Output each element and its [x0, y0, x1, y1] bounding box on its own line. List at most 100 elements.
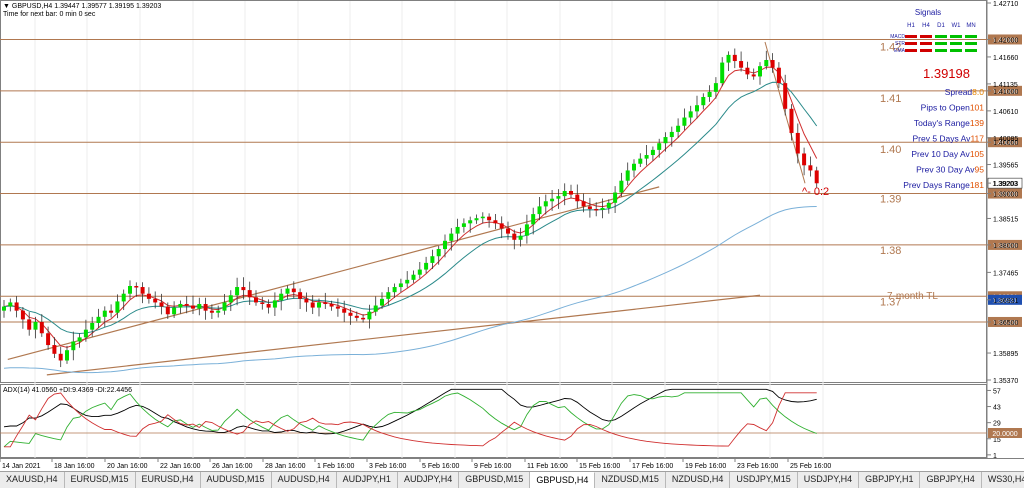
- symbol-tab[interactable]: GBPUSD,M15: [459, 472, 531, 488]
- candle-bear: [808, 165, 813, 171]
- symbol-tab[interactable]: AUDJPY,H1: [337, 472, 398, 488]
- candle-bull: [758, 66, 762, 77]
- adx-tick-label: 15: [993, 437, 1001, 444]
- candle-bear: [569, 190, 573, 195]
- info-row: Pips to Open101: [921, 103, 985, 113]
- candle-bear: [732, 54, 737, 62]
- symbol-tab[interactable]: WS30,H4: [982, 472, 1024, 488]
- x-tick-label: 3 Feb 16:00: [369, 463, 406, 470]
- symbol-tab[interactable]: USDJPY,H4: [798, 472, 860, 488]
- signal-cell: [920, 49, 932, 52]
- candle-bear: [323, 302, 328, 304]
- level-price-tag-text: 1.39000: [992, 192, 1017, 199]
- candle-bear: [739, 61, 744, 68]
- candle-bull: [398, 283, 403, 288]
- candle-bear: [335, 306, 340, 309]
- signal-cell: [905, 49, 917, 52]
- candle-bull: [632, 163, 636, 171]
- candle-bull: [228, 295, 233, 303]
- candle-bear: [298, 292, 303, 299]
- level-label: 1.42: [880, 41, 901, 53]
- candle-bull: [562, 190, 567, 197]
- symbol-tab[interactable]: AUDUSD,H4: [272, 472, 337, 488]
- candle-bear: [587, 206, 592, 209]
- symbol-tab[interactable]: GBPJPY,H4: [920, 472, 982, 488]
- signal-cell: [950, 49, 962, 52]
- candle-bull: [216, 310, 221, 313]
- candle-bull: [537, 206, 542, 215]
- adx-indicator: 57 43 29 15 1 20.0000: [0, 388, 1022, 460]
- candle-bull: [222, 302, 227, 311]
- symbol-tab[interactable]: AUDJPY,H4: [398, 472, 460, 488]
- info-row-value: 95: [975, 165, 985, 175]
- candle-bear: [814, 170, 819, 184]
- symbol-tab[interactable]: EURUSD,M15: [65, 472, 136, 488]
- x-tick-label: 28 Jan 16:00: [265, 463, 306, 470]
- candle-bull: [197, 303, 202, 309]
- candle-bull: [373, 305, 378, 312]
- candle-bear: [751, 74, 756, 77]
- x-tick-label: 15 Feb 16:00: [579, 463, 620, 470]
- level-price-tag-text: 1.41000: [992, 89, 1017, 96]
- x-tick-label: 9 Feb 16:00: [474, 463, 511, 470]
- signal-cell: [905, 35, 917, 38]
- candle-bull: [764, 60, 769, 67]
- candle-bull: [518, 235, 523, 240]
- candle-bull: [317, 302, 321, 308]
- symbol-tab[interactable]: EURUSD,H4: [136, 472, 201, 488]
- level-price-tag: [988, 316, 1022, 327]
- signal-cell: [905, 42, 917, 45]
- candle-bear: [348, 312, 353, 316]
- symbol-tab[interactable]: USDJPY,M15: [730, 472, 798, 488]
- symbol-tab[interactable]: GBPJPY,H1: [859, 472, 921, 488]
- signal-cell: [965, 35, 977, 38]
- candle-bull: [531, 214, 536, 225]
- candle-bull: [480, 216, 485, 219]
- candle-bear: [14, 302, 19, 311]
- candle-bear: [184, 303, 189, 306]
- x-tick-label: 25 Feb 16:00: [790, 463, 831, 470]
- grid: [34, 1, 824, 458]
- info-row-label: Pips to Open: [921, 103, 970, 113]
- candle-bull: [550, 198, 555, 202]
- info-row-value: 139: [970, 118, 984, 128]
- symbol-tab[interactable]: AUDUSD,M15: [201, 472, 272, 488]
- adx-tick-label: 29: [993, 421, 1001, 428]
- level-label: 1.39: [880, 194, 901, 206]
- candle-bear: [594, 208, 599, 211]
- level-price-tag: [988, 239, 1022, 250]
- candle-bear: [39, 321, 44, 334]
- candle-bear: [310, 302, 315, 308]
- candle-bull: [411, 274, 416, 280]
- candle-bull: [272, 300, 277, 308]
- price-chart[interactable]: 1.42 1.42000 1.41 1.41000 1.40 1.40000 1.39 1.3…: [0, 0, 1024, 471]
- level-price-tag-blue: [988, 294, 1022, 305]
- minus-di-line: [4, 392, 817, 448]
- signal-cell: [965, 42, 977, 45]
- candle-bear: [581, 201, 586, 207]
- candle-bear: [247, 290, 252, 298]
- candle-bull: [172, 307, 177, 315]
- level-price-tag-text: 1.38000: [992, 243, 1017, 250]
- candle-bull: [524, 224, 529, 236]
- candle-bull: [8, 302, 13, 307]
- time-axis[interactable]: 14 Jan 2021 18 Jan 16:00 20 Jan 16:00 22 Ja…: [0, 458, 831, 470]
- symbol-tab[interactable]: XAUUSD,H4: [0, 472, 65, 488]
- signal-timeframe: W1: [952, 23, 962, 29]
- candle-bear: [165, 306, 170, 315]
- signals-title: Signals: [915, 8, 941, 17]
- candle-bull: [669, 131, 674, 138]
- y-tick-label: 1.38515: [993, 216, 1018, 223]
- symbol-tab[interactable]: NZDUSD,H4: [666, 472, 731, 488]
- candle-bear: [46, 333, 51, 346]
- symbol-tab[interactable]: NZDUSD,M15: [595, 472, 666, 488]
- candle-bull: [279, 293, 284, 301]
- level-label: 1.40: [880, 144, 901, 156]
- candle-bear: [109, 310, 114, 313]
- candle-bull: [96, 316, 101, 323]
- symbol-tab[interactable]: GBPUSD,H4: [530, 472, 596, 488]
- info-row-value: 8.0: [972, 87, 984, 97]
- y-tick-label: 1.41135: [993, 82, 1018, 89]
